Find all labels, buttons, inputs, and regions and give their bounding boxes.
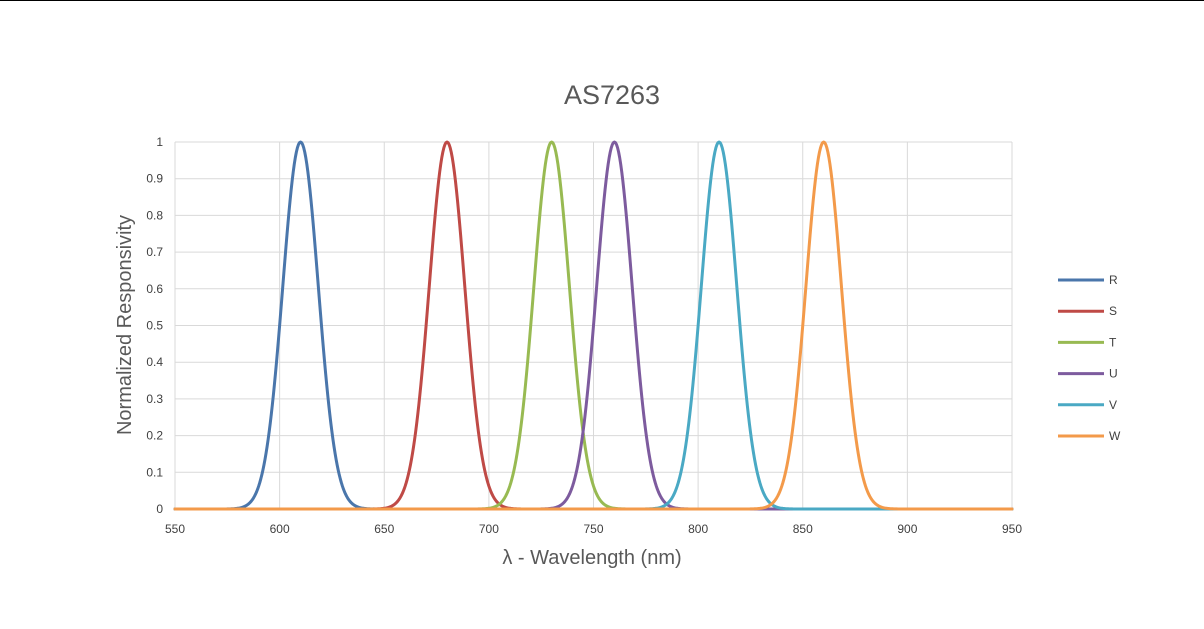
x-tick-label: 850 [793, 522, 813, 536]
y-tick-label: 0.1 [146, 465, 163, 479]
y-tick-label: 0.9 [146, 172, 163, 186]
y-tick-labels: 0 0.1 0.2 0.3 0.4 0.5 0.6 0.7 0.8 0.9 1 [146, 135, 163, 516]
legend-label-s: S [1109, 304, 1117, 318]
y-tick-label: 0.5 [146, 319, 163, 333]
legend-label-v: V [1109, 398, 1117, 412]
y-tick-label: 0.6 [146, 282, 163, 296]
y-tick-label: 1 [156, 135, 163, 149]
y-tick-label: 0.8 [146, 208, 163, 222]
y-tick-label: 0.3 [146, 392, 163, 406]
series-line-w [173, 140, 1014, 511]
x-tick-label: 600 [270, 522, 290, 536]
x-tick-label: 550 [165, 522, 185, 536]
chart-title: AS7263 [564, 80, 660, 110]
x-tick-label: 800 [688, 522, 708, 536]
x-axis-title: λ - Wavelength (nm) [502, 547, 681, 569]
y-tick-label: 0.7 [146, 245, 163, 259]
series-lines [173, 140, 1014, 511]
legend-label-r: R [1109, 273, 1118, 287]
x-tick-labels: 550 600 650 700 750 800 850 900 950 [165, 522, 1022, 536]
legend-label-w: W [1109, 429, 1121, 443]
x-tick-label: 650 [374, 522, 394, 536]
x-tick-label: 950 [1002, 522, 1022, 536]
legend: R S T U V W [1058, 273, 1121, 443]
y-axis-title: Normalized Responsivity [114, 215, 136, 435]
x-tick-label: 750 [583, 522, 603, 536]
y-tick-label: 0.2 [146, 429, 163, 443]
legend-label-u: U [1109, 367, 1118, 381]
x-tick-label: 900 [897, 522, 917, 536]
x-tick-label: 700 [479, 522, 499, 536]
legend-label-t: T [1109, 335, 1117, 349]
y-tick-label: 0 [156, 502, 163, 516]
y-tick-label: 0.4 [146, 355, 163, 369]
